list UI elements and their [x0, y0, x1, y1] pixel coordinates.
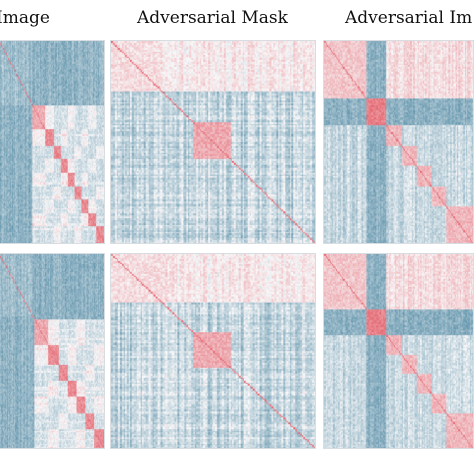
- heatmap-adversarial-image-row2: [323, 253, 474, 449]
- heatmap-image-row1: [0, 40, 105, 244]
- heatmap-adversarial-mask-row1: [110, 40, 316, 244]
- column-title-adversarial-image: Adversarial Im: [345, 8, 473, 28]
- column-title-image: Image: [0, 8, 50, 28]
- column-title-adversarial-mask: Adversarial Mask: [137, 8, 288, 28]
- heatmap-image-row2: [0, 253, 105, 449]
- heatmap-adversarial-image-row1: [323, 40, 474, 244]
- heatmap-adversarial-mask-row2: [110, 253, 316, 449]
